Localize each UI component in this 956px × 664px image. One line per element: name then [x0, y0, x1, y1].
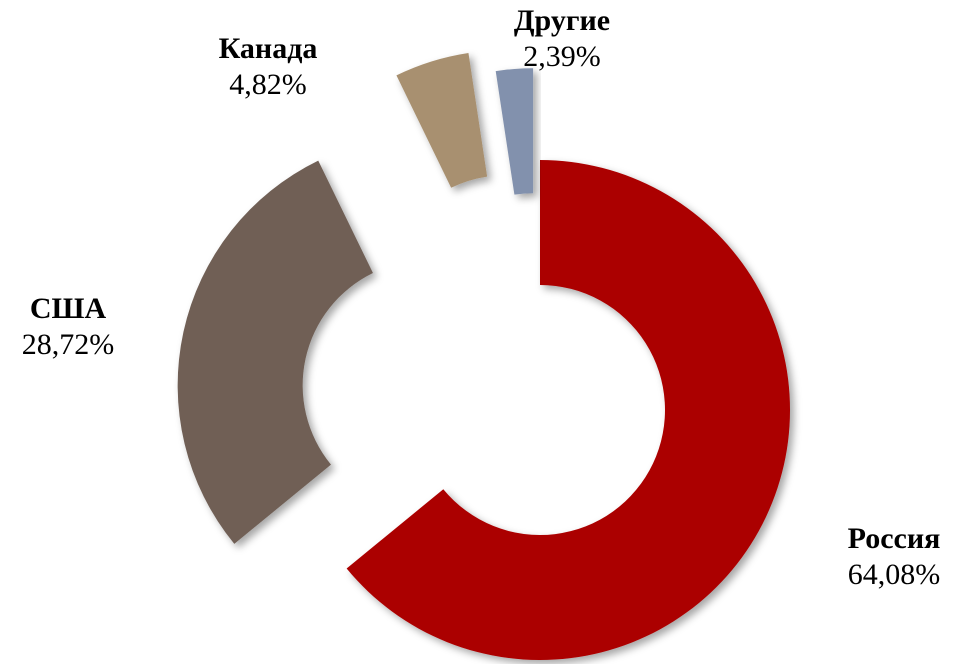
category-label: Канада	[219, 32, 318, 65]
value-label: 64,08%	[848, 558, 941, 591]
donut-segment	[396, 53, 488, 188]
category-label: США	[30, 292, 107, 325]
category-label: Другие	[514, 4, 610, 37]
donut-segment	[495, 68, 534, 195]
donut-segment	[346, 160, 791, 660]
value-label: 4,82%	[229, 68, 307, 101]
category-label: Россия	[848, 522, 941, 555]
value-label: 28,72%	[22, 328, 115, 361]
value-label: 2,39%	[523, 40, 601, 73]
donut-segment	[177, 160, 373, 544]
